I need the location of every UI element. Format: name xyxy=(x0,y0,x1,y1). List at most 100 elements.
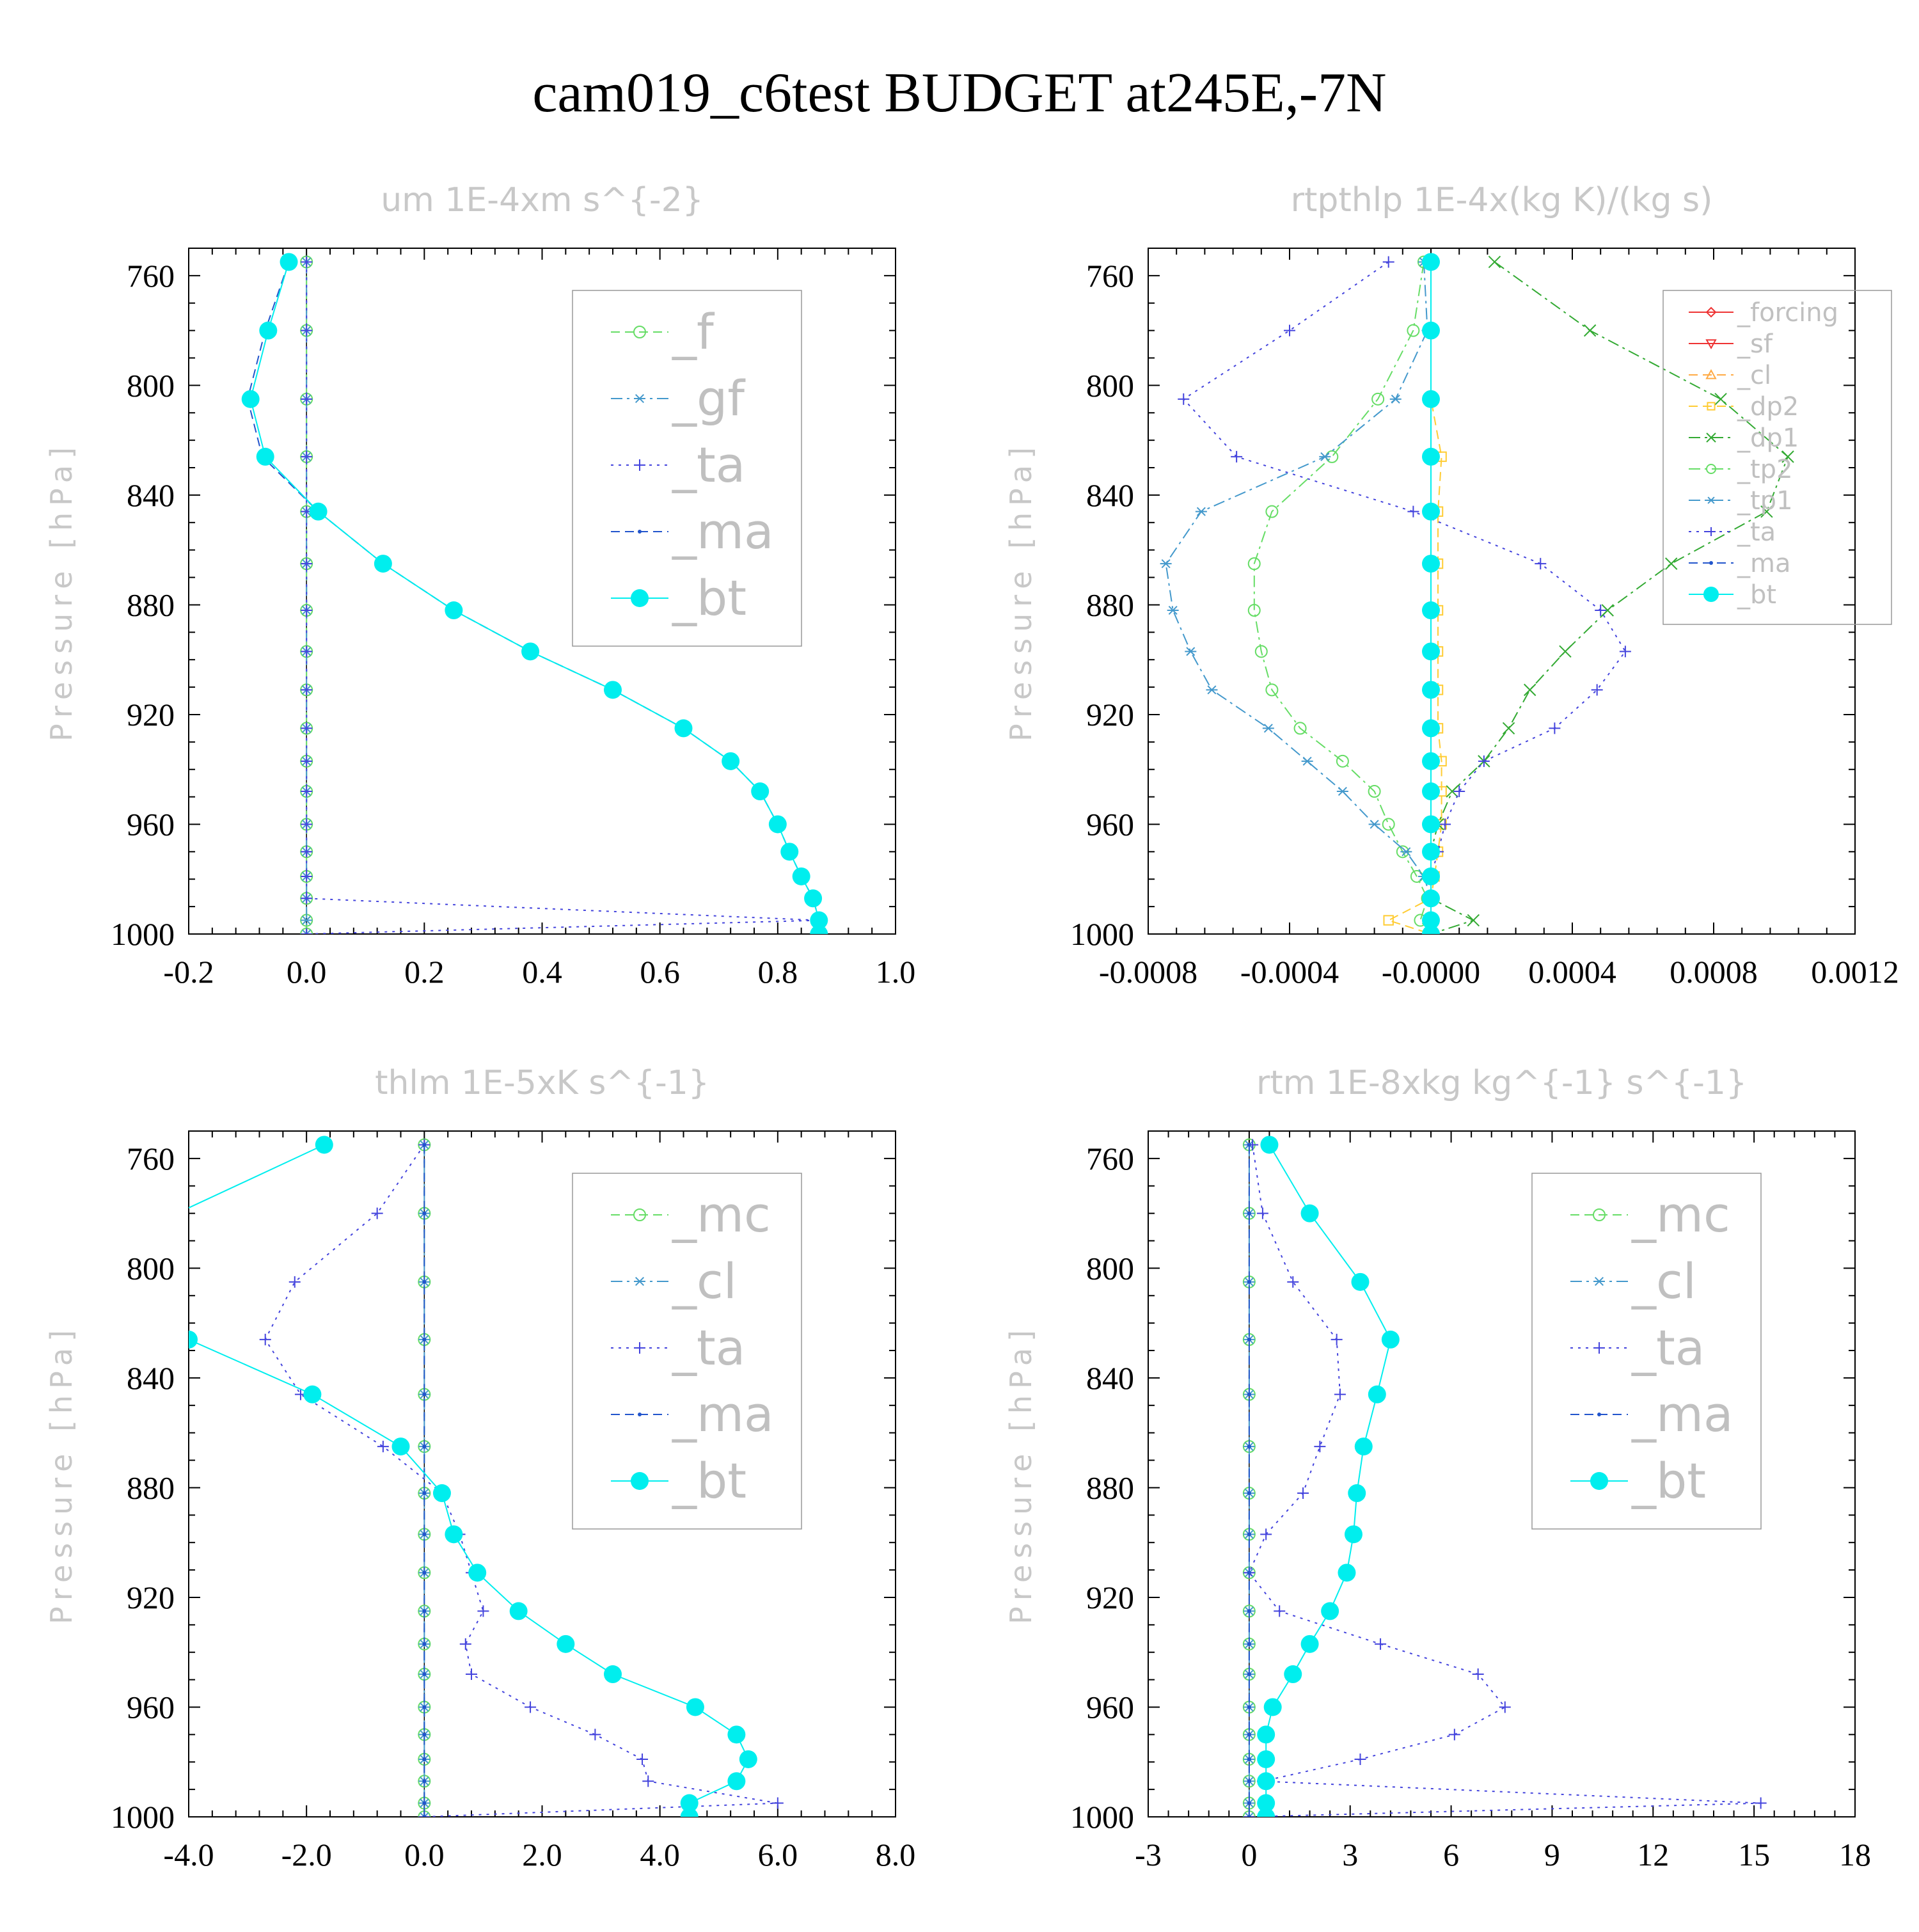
data-point-ta xyxy=(477,1605,489,1617)
x-tick-label: 0.0 xyxy=(287,954,327,990)
data-point-ma xyxy=(422,1211,427,1215)
data-point-bt xyxy=(739,1750,757,1768)
legend-marker xyxy=(1593,1342,1605,1354)
data-point-ta xyxy=(301,818,313,830)
panel-title: rtm 1E-8xkg kg^{-1} s^{-1} xyxy=(1256,1064,1747,1102)
legend-box xyxy=(1662,290,1892,625)
data-point-bt xyxy=(445,1525,463,1544)
legend-label: _f xyxy=(672,303,715,360)
data-point-tp2 xyxy=(1382,818,1395,831)
data-point-tp1 xyxy=(1185,647,1197,656)
data-point-ta xyxy=(589,1729,601,1741)
data-point-ta xyxy=(1407,505,1419,518)
data-point-ma xyxy=(422,1642,427,1646)
data-point-tp2 xyxy=(1336,754,1349,768)
data-point-bt xyxy=(1422,752,1440,770)
data-point-ta xyxy=(301,786,313,798)
data-point-ma xyxy=(1247,1337,1251,1342)
data-point-bt xyxy=(1422,843,1440,861)
data-point-dp1 xyxy=(1760,505,1773,518)
y-tick-label: 800 xyxy=(127,367,175,403)
y-axis-label: Pressure [hPa] xyxy=(1004,441,1038,741)
data-point-bt xyxy=(804,889,823,908)
data-point-bt xyxy=(256,447,274,466)
legend-label: _bt xyxy=(672,569,746,626)
y-tick-label: 1000 xyxy=(111,916,175,952)
data-area xyxy=(189,1131,784,1817)
y-tick-label: 880 xyxy=(127,587,175,622)
data-point-ta xyxy=(466,1668,477,1681)
data-point-bt xyxy=(1284,1665,1302,1684)
series-line-ta xyxy=(306,262,819,934)
data-point-bt xyxy=(1260,1136,1279,1154)
data-point-cl xyxy=(1243,1812,1255,1817)
data-point-ta xyxy=(642,1775,654,1787)
y-tick-label: 1000 xyxy=(111,1799,175,1835)
data-point-tp1 xyxy=(1400,847,1412,857)
data-point-cl xyxy=(418,1812,430,1817)
legend-marker xyxy=(634,1276,645,1287)
data-point-bt xyxy=(1257,1808,1275,1817)
data-point-ta xyxy=(1314,1441,1326,1453)
data-point-ta xyxy=(377,1441,389,1453)
x-tick-label: -0.0000 xyxy=(1382,954,1480,990)
data-point-ma xyxy=(422,1815,427,1817)
data-point-ma xyxy=(1247,1532,1251,1537)
legend: _f _gf _ta _ma _bt xyxy=(572,290,802,647)
x-tick-label: -0.0004 xyxy=(1240,954,1339,990)
series-line-bt xyxy=(1265,1144,1391,1817)
legend-label: _dp1 xyxy=(1737,424,1799,453)
data-point-bt xyxy=(1263,1698,1282,1716)
data-point-bt xyxy=(780,843,799,861)
data-point-bt xyxy=(1348,1484,1366,1503)
data-point-bt xyxy=(1300,1635,1319,1653)
data-point-bt xyxy=(509,1602,528,1620)
data-area xyxy=(1160,248,1794,934)
panel-rtpthlp: rtpthlp 1E-4x(kg K)/(kg s) Pressure [hPa]… xyxy=(960,166,1919,1049)
legend-marker xyxy=(634,393,645,404)
data-point-ma xyxy=(1247,1392,1251,1397)
legend-marker xyxy=(1597,1413,1601,1416)
data-point-bt xyxy=(727,1772,746,1791)
series-line-tp2 xyxy=(1253,262,1432,934)
data-point-bt xyxy=(1422,555,1440,573)
legend-label: _ta xyxy=(672,436,745,493)
data-point-dp1 xyxy=(1664,557,1678,570)
legend: _forcing_sf_cl_dp2_dp1_tp2_tp1_ta_ma_bt xyxy=(1662,290,1892,625)
x-tick-label: -3 xyxy=(1135,1837,1162,1873)
x-tick-label: 12 xyxy=(1637,1837,1669,1873)
legend-marker xyxy=(1590,1472,1608,1490)
data-point-bt xyxy=(445,601,463,620)
legend-label: _cl xyxy=(1737,361,1771,390)
data-point-ma xyxy=(422,1337,427,1342)
legend-marker xyxy=(634,459,645,471)
legend-label: _gf xyxy=(672,370,746,427)
legend-marker xyxy=(1593,1208,1606,1221)
y-tick-label: 920 xyxy=(1086,697,1134,732)
data-point-dp1 xyxy=(1467,914,1480,927)
data-point-bt xyxy=(1422,867,1440,885)
data-point-bt xyxy=(309,502,328,521)
data-point-gf xyxy=(301,915,313,925)
data-point-ma xyxy=(1247,1491,1251,1496)
data-point-tp1 xyxy=(1301,756,1313,766)
x-tick-label: 9 xyxy=(1544,1837,1560,1873)
data-point-bt xyxy=(604,681,622,699)
legend-box xyxy=(572,290,802,647)
legend-marker xyxy=(1706,432,1716,443)
x-tick-label: 1.0 xyxy=(876,954,916,990)
legend-marker xyxy=(633,326,646,338)
legend-marker xyxy=(1706,464,1716,474)
data-point-ta xyxy=(288,1276,301,1288)
data-point-bt xyxy=(1422,719,1440,738)
y-tick-label: 1000 xyxy=(1070,1799,1134,1835)
data-point-bt xyxy=(680,1808,699,1817)
data-point-tp2 xyxy=(1247,557,1261,571)
data-point-ta xyxy=(1178,393,1190,405)
data-point-bt xyxy=(1321,1602,1339,1620)
series-line-dp1 xyxy=(1430,261,1789,934)
data-point-bt xyxy=(722,752,740,770)
x-tick-label: -0.0008 xyxy=(1099,954,1197,990)
data-point-ta xyxy=(1619,645,1631,658)
y-tick-label: 840 xyxy=(1086,477,1134,513)
